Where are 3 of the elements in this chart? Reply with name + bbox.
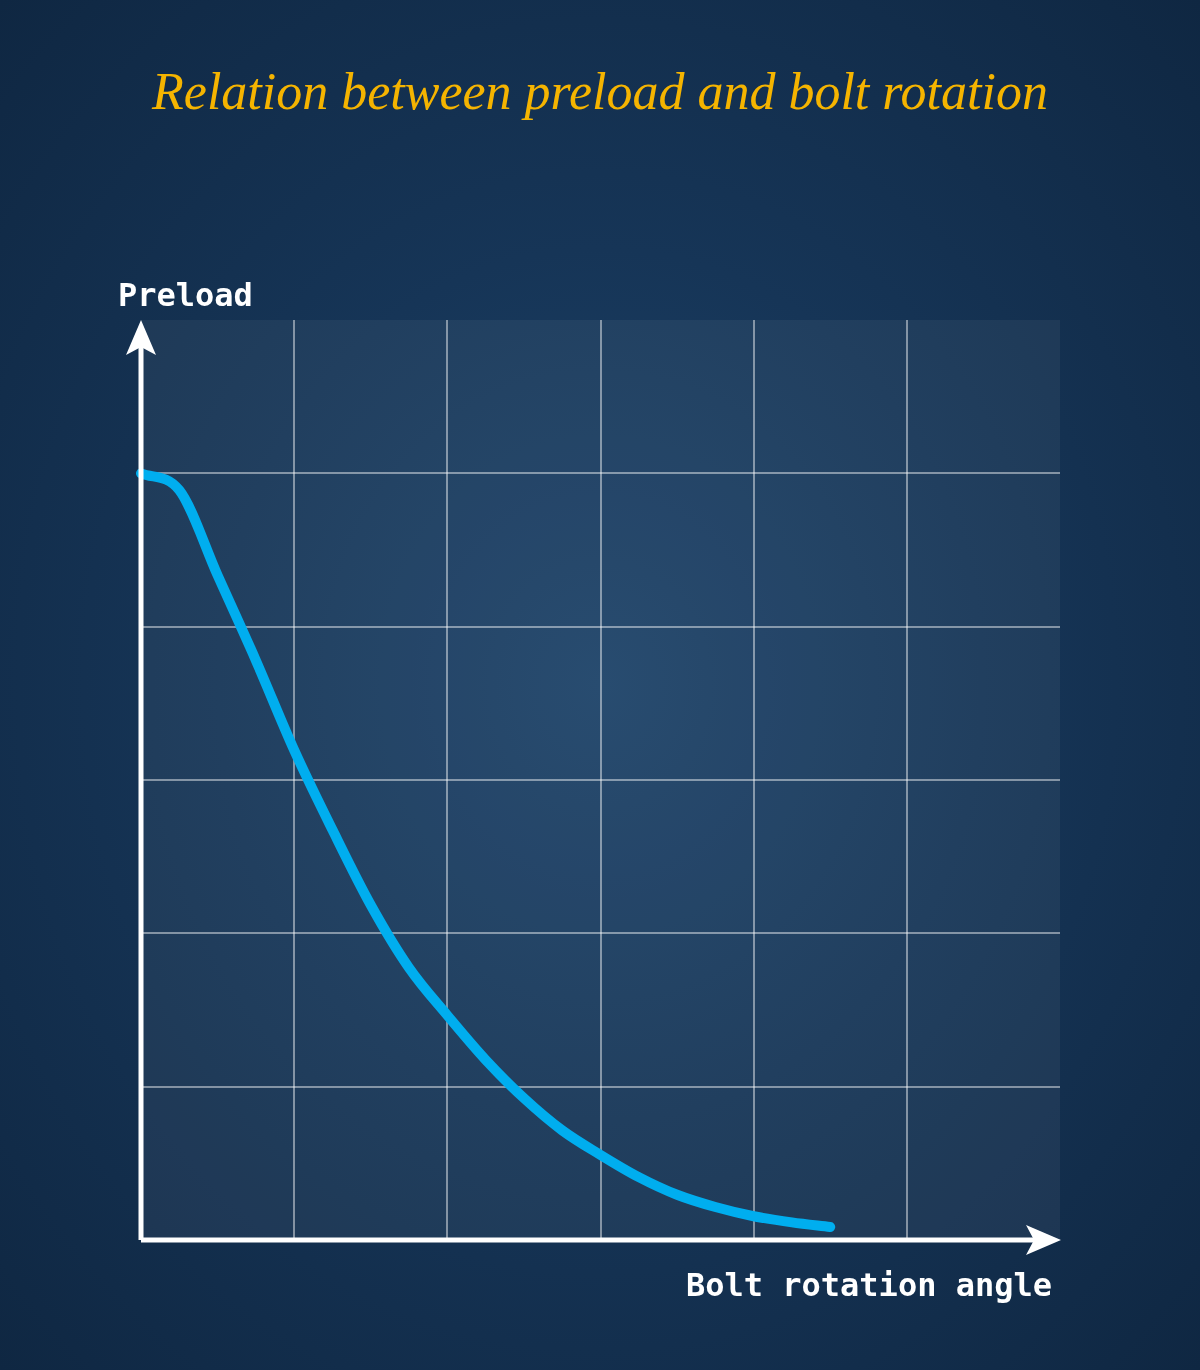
- x-axis-title: Bolt rotation angle: [685, 1266, 1052, 1304]
- y-axis-title: Preload: [118, 276, 253, 314]
- chart-title: Relation between preload and bolt rotation: [150, 62, 1049, 121]
